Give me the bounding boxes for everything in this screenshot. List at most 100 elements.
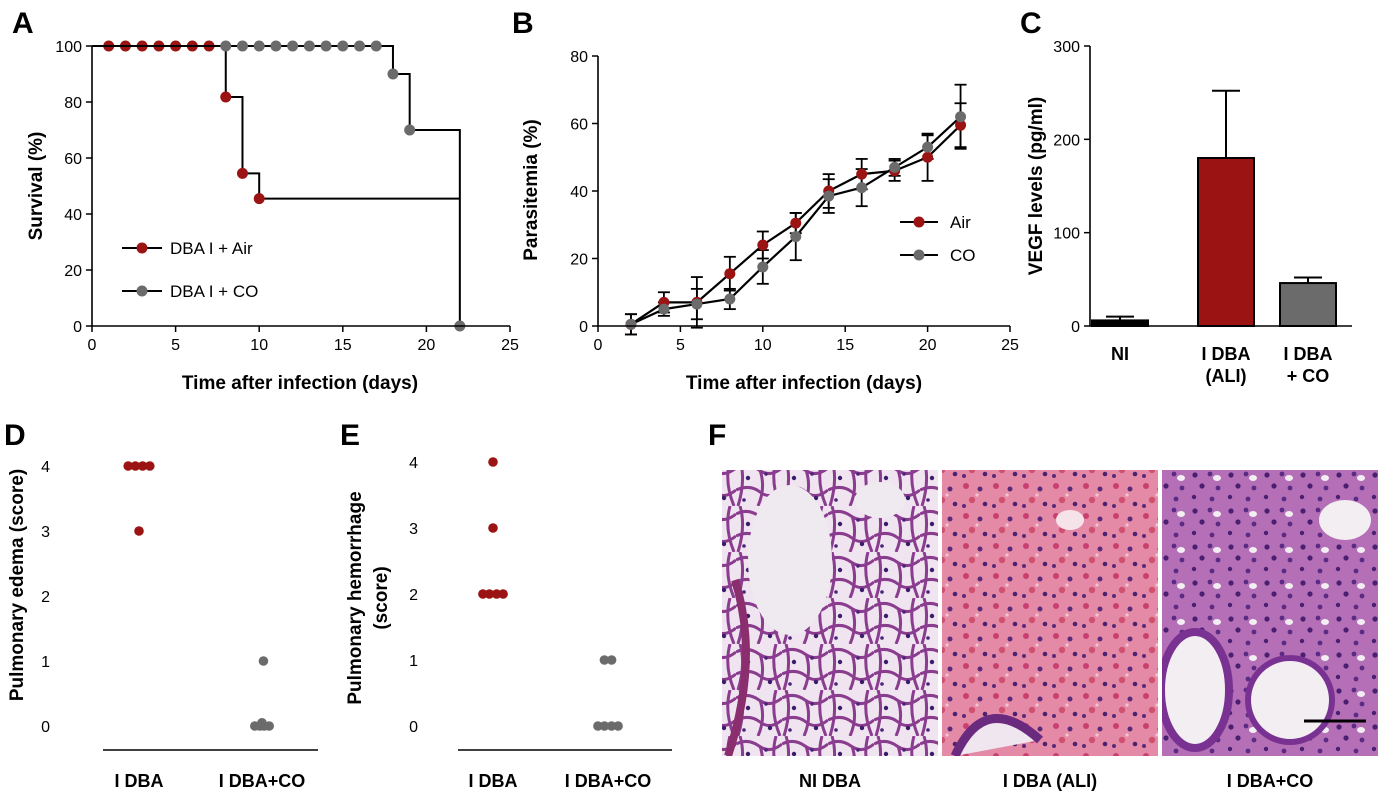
y-tick-label: 100	[1053, 226, 1080, 243]
data-point	[236, 167, 248, 179]
chart-c-axes	[1089, 46, 1352, 327]
data-point	[134, 526, 144, 536]
x-category-label: + CO	[1287, 366, 1330, 386]
chart-b-parasitemia: 0 5 10 15 20 25 0 20 40 60 80 Time after infection…	[521, 49, 1019, 394]
y-tick-label: 0	[579, 319, 588, 336]
histology-image-ni-dba	[722, 470, 938, 756]
chart-d-ylabel: Pulmonary edema (score)	[7, 469, 28, 701]
data-point	[253, 40, 265, 52]
y-tick-label: 200	[1053, 132, 1080, 149]
chart-b-axes	[597, 56, 1010, 327]
chart-c-ylabel: VEGF levels (pg/ml)	[1026, 97, 1047, 275]
legend-label-air: Air	[950, 213, 971, 232]
x-category-label: (ALI)	[1206, 366, 1247, 386]
data-point	[955, 119, 967, 131]
y-tick-label: 4	[41, 459, 50, 476]
data-point	[488, 457, 498, 467]
y-tick-label: 40	[570, 184, 588, 201]
data-point	[922, 141, 934, 153]
x-tick-label: 20	[418, 337, 436, 354]
data-point	[691, 298, 703, 310]
histology-caption-ni-dba: NI DBA	[799, 771, 861, 791]
bar	[1279, 282, 1337, 328]
data-point	[354, 40, 366, 52]
y-tick-label: 20	[570, 252, 588, 269]
legend-marker-co	[913, 249, 925, 261]
y-tick-label: 2	[41, 589, 50, 606]
histology-caption-i-dba-co: I DBA+CO	[1227, 771, 1314, 791]
data-point	[856, 168, 868, 180]
x-category-label: I DBA	[1202, 344, 1251, 364]
data-point	[625, 318, 637, 330]
data-point	[498, 589, 508, 599]
data-point	[484, 589, 495, 599]
y-tick-label: 1	[409, 653, 418, 670]
chart-a-legend: DBA I + Air DBA I + CO	[122, 239, 258, 301]
data-point	[123, 461, 133, 471]
x-category-label: I DBA	[469, 771, 518, 791]
chart-a-xlabel: Time after infection (days)	[182, 373, 418, 394]
y-tick-label: 20	[64, 263, 82, 280]
histology-image-i-dba-co	[1162, 470, 1378, 756]
legend-label-co: DBA I + CO	[170, 282, 258, 301]
y-tick-label: 0	[41, 719, 50, 736]
x-tick-label: 15	[334, 337, 352, 354]
data-point	[922, 151, 934, 163]
x-tick-label: 0	[594, 337, 603, 354]
legend-label-co: CO	[950, 246, 976, 265]
y-tick-label: 0	[73, 319, 82, 336]
x-category-label: I DBA	[1284, 344, 1333, 364]
data-point	[287, 40, 299, 52]
data-point	[137, 461, 148, 471]
x-category-label: I DBA	[115, 771, 164, 791]
chart-b-ylabel: Parasitemia (%)	[521, 119, 542, 261]
data-point	[724, 293, 736, 305]
bar	[1197, 157, 1255, 327]
x-tick-label: 20	[919, 337, 937, 354]
y-tick-label: 3	[409, 521, 418, 538]
y-tick-label: 2	[409, 587, 418, 604]
x-tick-label: 15	[836, 337, 854, 354]
data-point	[320, 40, 332, 52]
histology-caption-i-dba-ali: I DBA (ALI)	[1003, 771, 1097, 791]
data-point	[337, 40, 349, 52]
data-point	[658, 303, 670, 315]
chart-e-ylabel-line2: (score)	[371, 566, 392, 629]
y-tick-label: 300	[1053, 39, 1080, 56]
y-tick-label: 60	[570, 117, 588, 134]
histology-image-i-dba-ali	[942, 470, 1158, 756]
x-tick-label: 5	[171, 337, 180, 354]
data-point	[606, 655, 617, 665]
data-point	[724, 268, 736, 280]
series-line-air	[92, 45, 460, 200]
y-tick-label: 4	[409, 455, 418, 472]
data-point	[236, 40, 248, 52]
x-tick-label: 5	[676, 337, 685, 354]
x-tick-label: 25	[501, 337, 519, 354]
data-point	[955, 111, 967, 123]
data-point	[220, 91, 232, 103]
x-category-label: NI	[1111, 344, 1129, 364]
data-point	[404, 124, 416, 136]
y-tick-label: 40	[64, 207, 82, 224]
data-point	[790, 231, 802, 243]
panel-label-e: E	[340, 419, 360, 452]
data-point	[790, 217, 802, 229]
y-tick-label: 0	[409, 719, 418, 736]
data-point	[303, 40, 315, 52]
data-point	[258, 656, 269, 666]
data-point	[370, 40, 382, 52]
y-tick-label: 100	[55, 39, 82, 56]
data-point	[599, 655, 610, 665]
panel-label-d: D	[4, 419, 26, 452]
legend-marker-air	[913, 216, 925, 228]
chart-d-edema: 0 1 2 3 4 I DBA I DBA+CO Pulmonary edema (scor…	[7, 459, 318, 791]
data-point	[264, 721, 275, 731]
panel-label-f: F	[708, 419, 726, 452]
y-tick-label: 1	[41, 654, 50, 671]
legend-marker-air	[136, 242, 148, 254]
bar	[1091, 319, 1149, 327]
